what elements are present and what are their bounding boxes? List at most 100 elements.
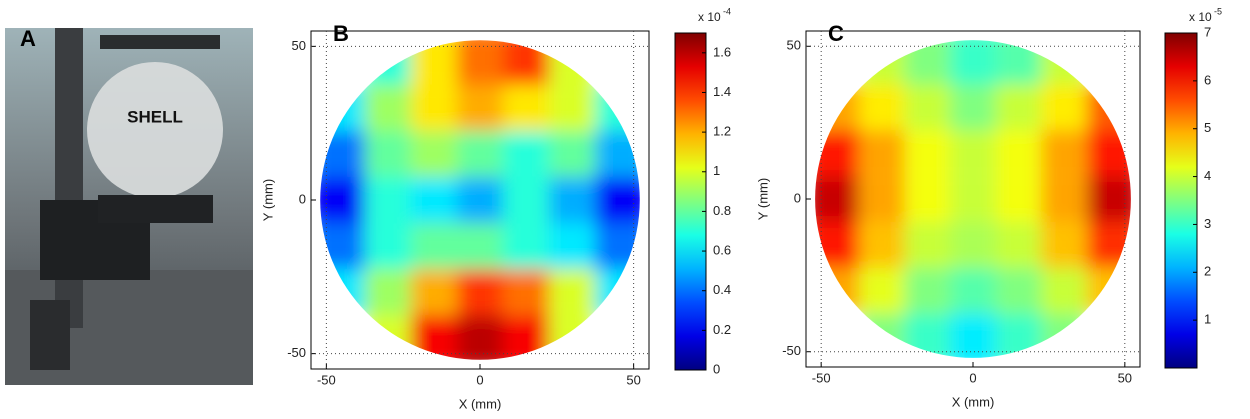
heat-cell [950, 314, 996, 368]
heat-cell [1087, 222, 1141, 268]
heat-cell [859, 222, 905, 268]
heat-cell [365, 131, 411, 177]
colorbar-tick-label: 0.4 [713, 282, 731, 297]
heat-cell [549, 85, 595, 131]
heat-cell [1041, 268, 1087, 314]
heatmap-cells [310, 30, 650, 370]
heat-cell [595, 177, 650, 223]
x-tick-label: 50 [1118, 370, 1132, 385]
y-tick-label: 0 [299, 191, 306, 206]
heat-cell [905, 130, 951, 176]
heat-cell [859, 314, 905, 368]
heat-cell [1087, 268, 1141, 314]
colorbar-tick-label: 4 [1204, 168, 1211, 183]
heat-cell [1041, 130, 1087, 176]
heat-cell [310, 85, 365, 131]
heat-cell [950, 176, 996, 222]
heat-cell [950, 130, 996, 176]
colorbar-tick-label: 7 [1204, 24, 1211, 39]
heat-cell [905, 222, 951, 268]
colorbar-exponent: -4 [723, 6, 731, 16]
colorbar-scale: x 10 [1189, 10, 1212, 24]
heat-cell [365, 30, 411, 85]
heat-cell [996, 176, 1042, 222]
heat-cell [457, 85, 503, 131]
heat-cell [996, 222, 1042, 268]
heat-cell [996, 84, 1042, 130]
heat-cell [457, 30, 503, 85]
heat-cell [549, 30, 595, 85]
heat-cell [411, 223, 457, 269]
heat-cell [503, 269, 549, 315]
panel-label: A [20, 26, 36, 51]
heat-cell [905, 84, 951, 130]
heat-cell [805, 176, 859, 222]
heat-cell [411, 30, 457, 85]
heat-cell [549, 269, 595, 315]
heat-cell [503, 30, 549, 85]
y-tick-label: 50 [787, 38, 801, 53]
heat-cell [859, 268, 905, 314]
heat-cell [503, 131, 549, 177]
heat-cell [365, 315, 411, 370]
heat-cell [365, 85, 411, 131]
y-tick-label: -50 [287, 345, 306, 360]
colorbar-exponent: -5 [1214, 6, 1222, 16]
heat-cell [457, 131, 503, 177]
heat-cell [950, 222, 996, 268]
heat-cell [996, 30, 1042, 84]
shell-disc [87, 62, 223, 198]
heat-cell [457, 223, 503, 269]
x-tick-label: 0 [969, 370, 976, 385]
y-axis-label: Y (mm) [260, 179, 275, 221]
heat-cell [996, 268, 1042, 314]
heat-cell [310, 223, 365, 269]
heat-cell [457, 177, 503, 223]
x-axis-label: X (mm) [459, 396, 502, 411]
heat-cell [859, 84, 905, 130]
heat-cell [503, 315, 549, 370]
colorbar-scale: x 10 [698, 10, 721, 24]
heat-cell [1041, 314, 1087, 368]
heat-cell [1041, 84, 1087, 130]
colorbar [675, 33, 706, 370]
heat-cell [950, 268, 996, 314]
heatmap [805, 30, 1141, 368]
heat-cell [503, 223, 549, 269]
heat-cell [411, 269, 457, 315]
colorbar-tick-label: 1 [1204, 312, 1211, 327]
heat-cell [365, 177, 411, 223]
heat-cell [411, 85, 457, 131]
heat-cell [411, 177, 457, 223]
heat-cell [503, 85, 549, 131]
heat-cell [549, 223, 595, 269]
x-tick-label: 0 [476, 372, 483, 387]
clamp [100, 35, 220, 49]
photo-caption: SHELL [127, 107, 183, 126]
heat-cell [1087, 130, 1141, 176]
heat-cell [996, 130, 1042, 176]
heat-cell [950, 84, 996, 130]
panel-label: B [333, 21, 349, 46]
heat-cell [905, 30, 951, 84]
heat-cell [1087, 176, 1141, 222]
colorbar-tick-label: 2 [1204, 264, 1211, 279]
heat-cell [595, 269, 650, 315]
heat-cell [859, 176, 905, 222]
y-tick-label: -50 [782, 343, 801, 358]
colorbar-tick-label: 5 [1204, 120, 1211, 135]
colorbar-tick-label: 0.2 [713, 322, 731, 337]
heat-cell [996, 314, 1042, 368]
heat-cell [549, 131, 595, 177]
heat-cell [365, 223, 411, 269]
heat-cell [310, 269, 365, 315]
y-axis-label: Y (mm) [755, 178, 770, 220]
y-tick-label: 0 [794, 190, 801, 205]
colorbar-tick-label: 0.8 [713, 203, 731, 218]
heat-cell [805, 222, 859, 268]
heat-cell [1041, 176, 1087, 222]
heat-cell [411, 131, 457, 177]
heat-cell [365, 269, 411, 315]
colorbar-tick-label: 0 [713, 361, 720, 376]
colorbar-tick-label: 6 [1204, 72, 1211, 87]
